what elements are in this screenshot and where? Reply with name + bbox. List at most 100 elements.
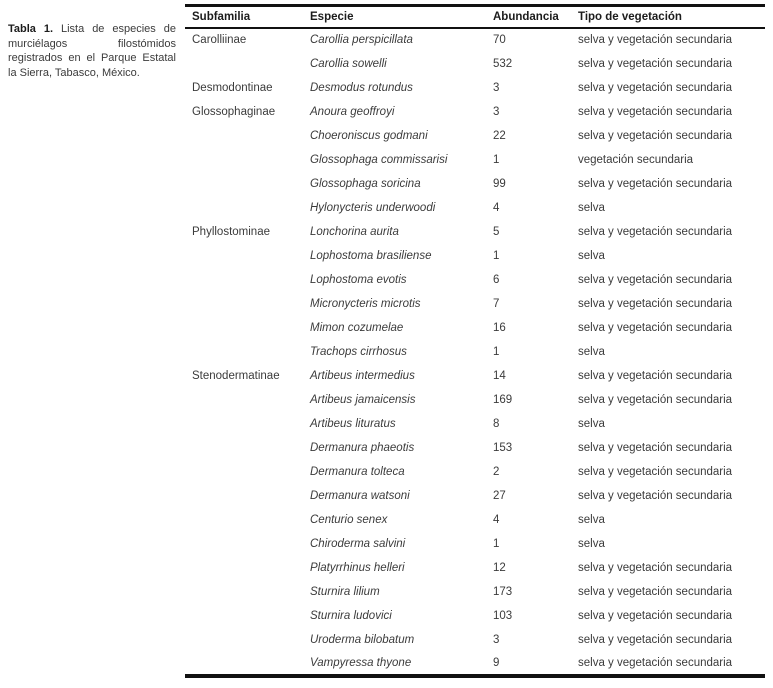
abundancia-cell: 4	[493, 513, 500, 526]
abundancia-cell: 2	[493, 465, 500, 478]
table-row: Micronycteris microtis 7 selva y vegetació…	[185, 292, 765, 316]
abundancia-cell: 22	[493, 129, 506, 142]
vegetacion-cell: selva y vegetación secundaria	[578, 81, 733, 94]
vegetacion-cell: vegetación secundaria	[578, 153, 694, 166]
table-row: Glossophaga commissarisi 1 vegetación secu…	[185, 148, 765, 172]
column-header-especie: Especie	[310, 10, 354, 23]
species-table: Subfamilia Especie Abundancia Tipo de ve…	[185, 4, 765, 678]
abundancia-cell: 27	[493, 489, 506, 502]
vegetacion-cell: selva y vegetación secundaria	[578, 561, 733, 574]
vegetacion-cell: selva y vegetación secundaria	[578, 609, 733, 622]
especie-cell: Anoura geoffroyi	[310, 105, 395, 118]
especie-cell: Sturnira ludovici	[310, 609, 392, 622]
column-header-abundancia: Abundancia	[493, 10, 559, 23]
table-row: Carolliinae Carollia perspicillata 70 selva…	[185, 28, 765, 52]
subfamilia-cell	[185, 652, 310, 676]
abundancia-cell: 16	[493, 321, 506, 334]
subfamilia-cell: Desmodontinae	[192, 81, 273, 94]
vegetacion-cell: selva	[578, 537, 605, 550]
especie-cell: Lonchorina aurita	[310, 225, 399, 238]
abundancia-cell: 3	[493, 633, 500, 646]
table-caption: Tabla 1. Lista de especies de murciélago…	[8, 22, 176, 80]
abundancia-cell: 99	[493, 177, 506, 190]
table-row: Lophostoma evotis 6 selva y vegetación sec…	[185, 268, 765, 292]
table-row: Vampyressa thyone 9 selva y vegetación sec…	[185, 652, 765, 676]
especie-cell: Trachops cirrhosus	[310, 345, 407, 358]
especie-cell: Dermanura phaeotis	[310, 441, 415, 454]
vegetacion-cell: selva y vegetación secundaria	[578, 489, 733, 502]
subfamilia-cell	[185, 436, 310, 460]
especie-cell: Artibeus intermedius	[310, 369, 415, 382]
especie-cell: Platyrrhinus helleri	[310, 561, 405, 574]
vegetacion-cell: selva y vegetación secundaria	[578, 57, 733, 70]
column-header-subfamilia: Subfamilia	[192, 10, 251, 23]
subfamilia-cell: Carolliinae	[192, 34, 247, 46]
subfamilia-cell	[185, 292, 310, 316]
species-table-body: Carolliinae Carollia perspicillata 70 selva…	[185, 28, 765, 676]
subfamilia-cell	[185, 460, 310, 484]
vegetacion-cell: selva	[578, 201, 605, 214]
column-header-vegetacion: Tipo de vegetación	[578, 10, 682, 23]
vegetacion-cell: selva y vegetación secundaria	[578, 177, 733, 190]
abundancia-cell: 532	[493, 57, 513, 70]
table-row: Glossophaginae Anoura geoffroyi 3 selva y v…	[185, 100, 765, 124]
abundancia-cell: 9	[493, 656, 500, 669]
vegetacion-cell: selva	[578, 249, 605, 262]
abundancia-cell: 3	[493, 81, 500, 94]
table-row: Sturnira ludovici 103 selva y vegetación s…	[185, 604, 765, 628]
table-row: Dermanura tolteca 2 selva y vegetación sec…	[185, 460, 765, 484]
subfamilia-cell	[185, 244, 310, 268]
especie-cell: Vampyressa thyone	[310, 656, 412, 669]
subfamilia-cell	[185, 124, 310, 148]
vegetacion-cell: selva y vegetación secundaria	[578, 633, 733, 646]
table-row: Desmodontinae Desmodus rotundus 3 selva y v…	[185, 76, 765, 100]
abundancia-cell: 8	[493, 417, 500, 430]
subfamilia-cell	[185, 508, 310, 532]
abundancia-cell: 1	[493, 249, 500, 262]
especie-cell: Desmodus rotundus	[310, 81, 413, 94]
vegetacion-cell: selva y vegetación secundaria	[578, 393, 733, 406]
species-table-container: Subfamilia Especie Abundancia Tipo de ve…	[185, 4, 765, 678]
subfamilia-cell	[185, 148, 310, 172]
vegetacion-cell: selva	[578, 345, 605, 358]
subfamilia-cell	[185, 388, 310, 412]
abundancia-cell: 173	[493, 585, 513, 598]
subfamilia-cell: Glossophaginae	[192, 105, 276, 118]
subfamilia-cell	[185, 532, 310, 556]
especie-cell: Artibeus jamaicensis	[310, 393, 416, 406]
table-caption-text: Lista de especies de murciélagos filostó…	[8, 23, 176, 79]
header-row: Subfamilia Especie Abundancia Tipo de ve…	[185, 6, 765, 28]
table-caption-label: Tabla 1.	[8, 23, 54, 35]
subfamilia-cell	[185, 484, 310, 508]
table-row: Lophostoma brasiliense 1 selva	[185, 244, 765, 268]
vegetacion-cell: selva y vegetación secundaria	[578, 225, 733, 238]
table-row: Stenodermatinae Artibeus intermedius 14 sel…	[185, 364, 765, 388]
subfamilia-cell	[185, 52, 310, 76]
subfamilia-cell: Phyllostominae	[192, 225, 270, 238]
especie-cell: Mimon cozumelae	[310, 321, 404, 334]
subfamilia-cell	[185, 268, 310, 292]
abundancia-cell: 169	[493, 393, 513, 406]
table-row: Carollia sowelli 532 selva y vegetación se…	[185, 52, 765, 76]
subfamilia-cell	[185, 196, 310, 220]
abundancia-cell: 1	[493, 537, 500, 550]
especie-cell: Glossophaga soricina	[310, 177, 421, 190]
especie-cell: Lophostoma brasiliense	[310, 249, 432, 262]
subfamilia-cell	[185, 604, 310, 628]
vegetacion-cell: selva y vegetación secundaria	[578, 105, 733, 118]
table-row: Uroderma bilobatum 3 selva y vegetación se…	[185, 628, 765, 652]
table-row: Choeroniscus godmani 22 selva y vegetación…	[185, 124, 765, 148]
table-row: Centurio senex 4 selva	[185, 508, 765, 532]
vegetacion-cell: selva y vegetación secundaria	[578, 321, 733, 334]
especie-cell: Choeroniscus godmani	[310, 129, 428, 142]
especie-cell: Sturnira lilium	[310, 585, 380, 598]
table-row: Phyllostominae Lonchorina aurita 5 selva y …	[185, 220, 765, 244]
vegetacion-cell: selva y vegetación secundaria	[578, 656, 733, 669]
abundancia-cell: 103	[493, 609, 513, 622]
abundancia-cell: 6	[493, 273, 500, 286]
especie-cell: Uroderma bilobatum	[310, 633, 415, 646]
abundancia-cell: 5	[493, 225, 500, 238]
table-row: Artibeus lituratus 8 selva	[185, 412, 765, 436]
table-row: Glossophaga soricina 99 selva y vegetación…	[185, 172, 765, 196]
